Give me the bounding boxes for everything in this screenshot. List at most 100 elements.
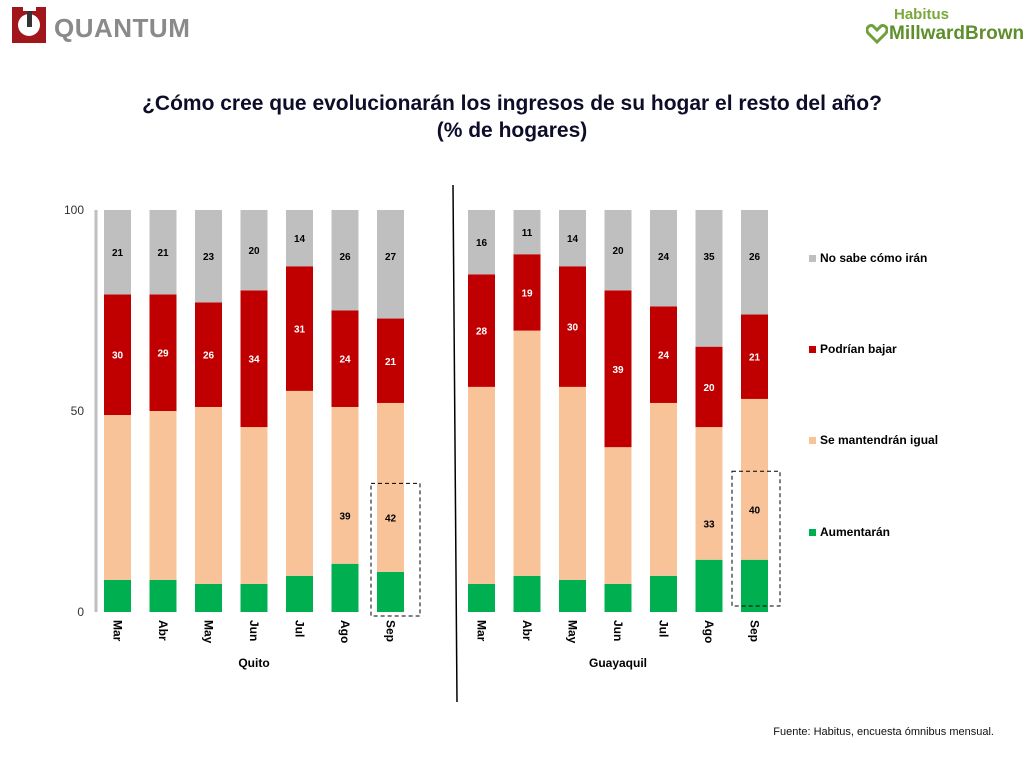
x-tick-label: Jul [657, 620, 671, 637]
data-label: 26 [203, 351, 215, 362]
data-label: 30 [567, 323, 579, 334]
bar-segment [286, 575, 313, 612]
bar-segment [195, 406, 222, 584]
bar-segment [695, 346, 723, 428]
bar-segment [650, 210, 677, 307]
bar-segment [195, 583, 222, 612]
data-label: 30 [112, 351, 124, 362]
bar-segment [377, 318, 404, 403]
data-label: 20 [703, 383, 715, 394]
bar-segment [604, 290, 632, 448]
bar-segment [377, 210, 404, 319]
bar-segment [741, 314, 768, 399]
highlight-box [370, 482, 421, 617]
bar-segment [195, 210, 222, 303]
bar-segment [559, 579, 586, 612]
data-label: 21 [749, 353, 761, 364]
data-label: 26 [749, 252, 761, 263]
bar-segment [650, 402, 677, 576]
legend-swatch [809, 437, 816, 444]
data-label: 28 [476, 327, 488, 338]
bar-segment [559, 266, 586, 387]
x-tick-label: Mar [111, 620, 125, 642]
bar-segment [695, 559, 723, 612]
bar-segment [513, 254, 541, 331]
data-label: 20 [248, 246, 260, 257]
data-label: 14 [567, 234, 579, 245]
data-label: 33 [703, 519, 715, 530]
bar-segment [149, 411, 177, 580]
data-label: 21 [157, 248, 169, 259]
bar-segment [513, 330, 541, 576]
bar-segment [331, 310, 359, 407]
bar-segment [149, 210, 177, 295]
bar-segment [104, 415, 131, 580]
bar-segment [104, 294, 131, 416]
data-label: 23 [203, 252, 215, 263]
bar-segment [240, 583, 268, 612]
bar-segment [741, 210, 768, 315]
bar-segment [559, 386, 586, 580]
bar-segment [286, 266, 313, 391]
x-tick-label: Jun [611, 620, 625, 641]
bar-segment [104, 210, 131, 295]
data-label: 26 [339, 252, 351, 263]
bar-segment [741, 559, 768, 612]
bar-segment [240, 210, 268, 291]
bar-segment [377, 402, 404, 572]
bar-segment [650, 575, 677, 612]
bar-segment [240, 427, 268, 584]
bar-segment [468, 583, 495, 612]
data-label: 24 [658, 351, 670, 362]
x-tick-label: Jul [293, 620, 307, 637]
bar-segment [286, 210, 313, 267]
data-label: 39 [612, 365, 624, 376]
legend-swatch [809, 346, 816, 353]
source-note: Fuente: Habitus, encuesta ómnibus mensua… [773, 726, 994, 738]
data-label: 29 [157, 349, 169, 360]
quantum-logo-text: QUANTUM [54, 13, 191, 43]
habitus-text: Habitus [894, 6, 950, 23]
panel-divider [452, 184, 458, 703]
legend-label: No sabe cómo irán [820, 251, 927, 265]
data-label: 24 [339, 355, 351, 366]
x-tick-label: Jun [247, 620, 261, 641]
bar-segment [377, 571, 404, 612]
bar-segment [331, 210, 359, 311]
bar-segment [286, 390, 313, 576]
heart-icon [866, 24, 888, 44]
bar-segment [149, 294, 177, 411]
bar-segment [559, 210, 586, 267]
legend-swatch [809, 529, 816, 536]
data-label: 19 [521, 288, 533, 299]
quantum-logo: QUANTUM [12, 5, 190, 47]
x-tick-label: Ago [702, 620, 716, 643]
data-label: 20 [612, 246, 624, 257]
x-tick-label: Mar [475, 620, 489, 642]
bar-segment [468, 274, 495, 387]
bar-segment [513, 210, 541, 255]
x-tick-label: Abr [156, 620, 170, 641]
data-label: 21 [385, 357, 397, 368]
y-tick-label: 50 [71, 404, 85, 418]
data-label: 27 [385, 252, 397, 263]
bar-segment [104, 579, 131, 612]
x-tick-label: Ago [338, 620, 352, 643]
bar-segment [468, 386, 495, 584]
legend-label: Se mantendrán igual [820, 433, 938, 447]
data-label: 16 [476, 238, 488, 249]
bar-segment [468, 210, 495, 275]
x-tick-label: Abr [520, 620, 534, 641]
data-label: 31 [294, 325, 306, 336]
x-tick-label: May [202, 620, 216, 644]
bar-segment [331, 406, 359, 564]
bar-segment [240, 290, 268, 428]
data-label: 42 [385, 513, 397, 524]
data-label: 24 [658, 252, 670, 263]
bar-segment [604, 583, 632, 612]
legend-label: Podrían bajar [820, 342, 897, 356]
quantum-logo-icon [12, 5, 46, 43]
data-label: 40 [749, 505, 761, 516]
title-line-1: ¿Cómo cree que evolucionarán los ingreso… [142, 92, 882, 115]
